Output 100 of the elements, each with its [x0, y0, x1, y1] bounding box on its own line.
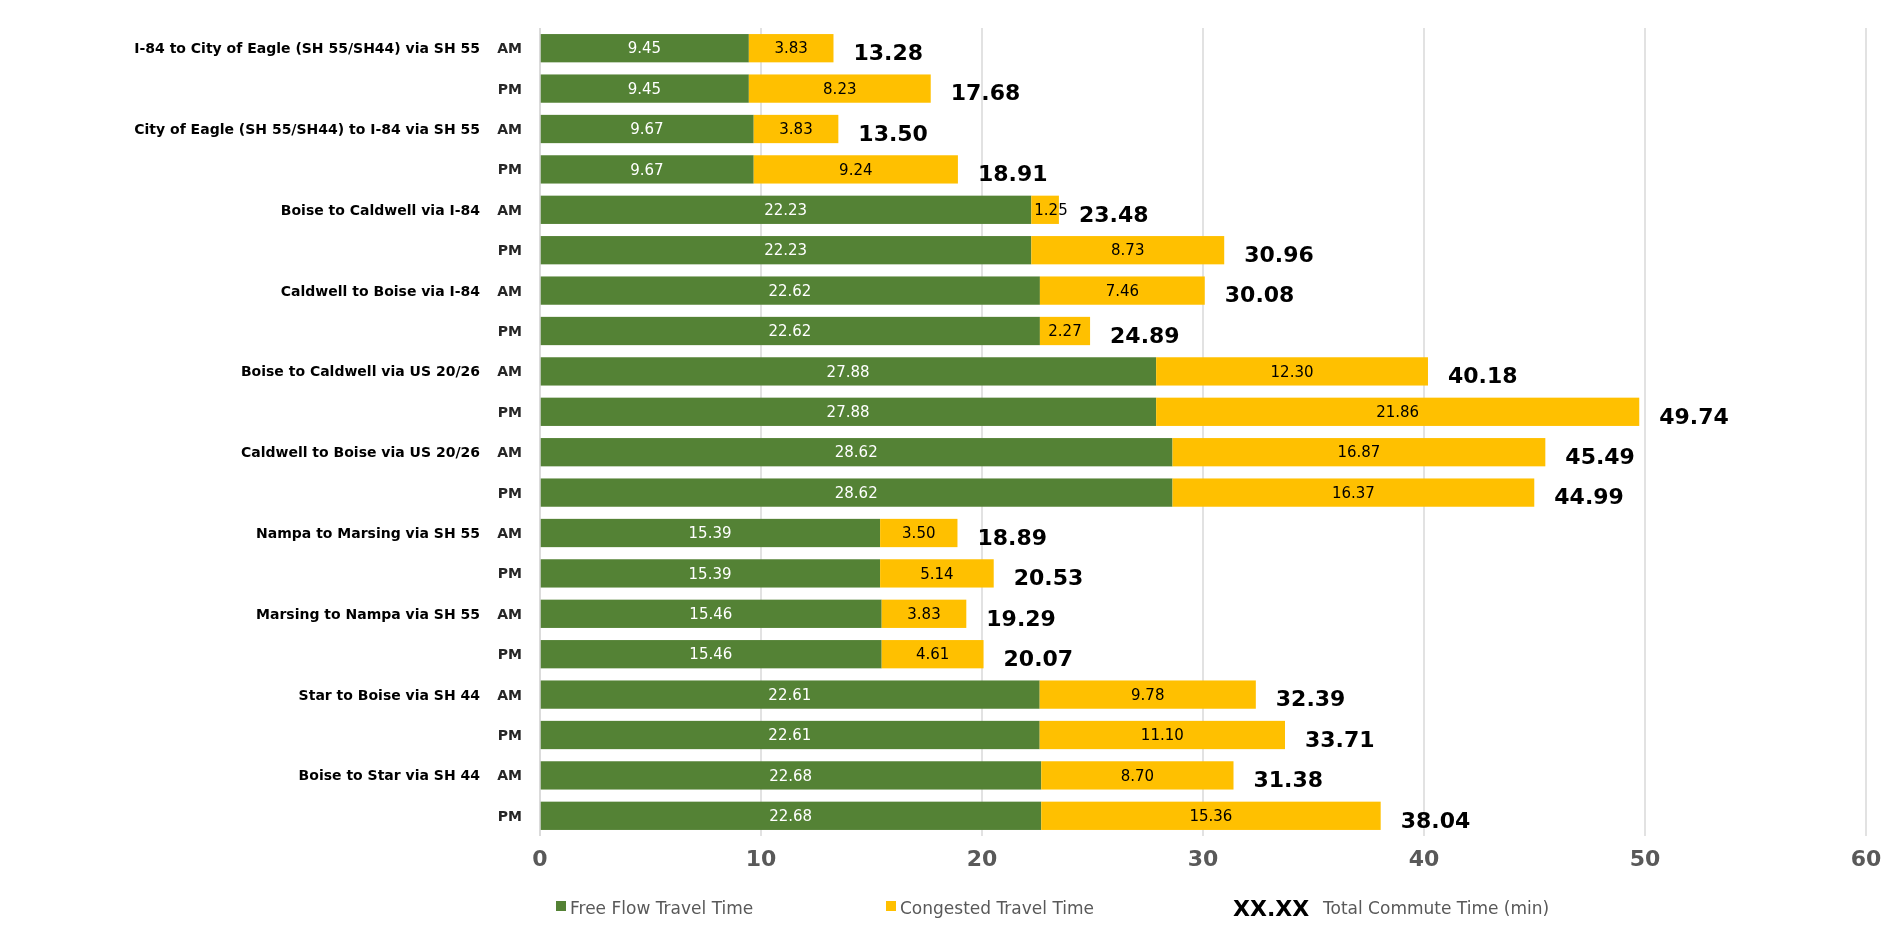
total-label: 38.04	[1400, 807, 1471, 833]
data-label: 28.62	[834, 483, 878, 502]
total-label: 45.49	[1565, 443, 1635, 469]
data-label: 28.62	[834, 443, 878, 462]
bar	[540, 114, 754, 144]
bar	[540, 276, 1040, 305]
bar	[540, 801, 1042, 830]
bar	[881, 599, 967, 628]
data-label: 22.62	[768, 322, 812, 341]
y-tick-label: PM	[497, 161, 522, 178]
data-label: 8.73	[1111, 241, 1145, 260]
data-label: 27.88	[826, 403, 870, 422]
data-label: 3.83	[774, 39, 808, 58]
x-tick-label: 0	[532, 846, 548, 871]
total-label: 20.53	[1013, 565, 1084, 591]
y-tick-label: AM	[497, 120, 522, 137]
bar	[540, 195, 1032, 224]
x-tick-label: 30	[1187, 846, 1219, 871]
x-tick-label: 50	[1629, 846, 1661, 871]
y-tick-label: AM	[497, 605, 522, 622]
bar	[748, 34, 834, 63]
y-tick-label: PM	[497, 322, 522, 339]
data-label: 2.27	[1048, 322, 1082, 341]
x-tick-label: 20	[966, 846, 998, 871]
x-tick-label: 40	[1408, 846, 1440, 871]
y-tick-label: AM	[497, 767, 522, 784]
bar	[1156, 397, 1640, 426]
data-label: 9.67	[630, 160, 664, 179]
legend-label: Congested Travel Time	[900, 897, 1095, 918]
data-label: 5.14	[920, 564, 954, 583]
data-label: 22.23	[764, 201, 808, 220]
total-label: 33.71	[1304, 726, 1375, 752]
bar	[540, 640, 882, 669]
bar	[1172, 438, 1546, 467]
bar	[753, 114, 839, 144]
bar	[1039, 276, 1205, 305]
bar	[540, 357, 1157, 386]
x-tick-label: 10	[745, 846, 777, 871]
data-label: 9.24	[839, 160, 873, 179]
bar	[1039, 680, 1256, 709]
y-tick-label: PM	[497, 565, 522, 582]
bar	[1172, 478, 1535, 507]
bar	[540, 236, 1032, 265]
total-label: 19.29	[986, 605, 1056, 631]
y-tick-label: PM	[497, 646, 522, 663]
y-tick-label: PM	[497, 484, 522, 501]
y-tick-label: PM	[497, 726, 522, 743]
total-label: 18.89	[977, 524, 1048, 550]
data-label: 22.61	[768, 726, 812, 745]
text: City of Eagle (SH 55/SH44) to I-84 via SH 55	[134, 120, 480, 137]
total-label: 18.91	[977, 161, 1048, 187]
data-label: 8.23	[823, 79, 857, 98]
data-label: 9.78	[1131, 685, 1165, 704]
bar	[540, 518, 881, 548]
text: XX.XX	[1233, 895, 1310, 921]
y-tick-label: AM	[497, 201, 522, 218]
bar	[1041, 801, 1381, 830]
text: Total Commute Time (min)	[1322, 897, 1550, 918]
bar	[540, 559, 881, 588]
data-label: 22.61	[768, 685, 812, 704]
bar	[1041, 761, 1234, 790]
data-label: 15.46	[689, 605, 733, 624]
y-tick-label: AM	[497, 40, 522, 57]
data-label: 22.23	[764, 241, 808, 260]
data-label: 16.87	[1337, 443, 1381, 462]
data-label: 8.70	[1120, 766, 1155, 785]
data-label: 3.50	[902, 524, 936, 543]
y-tick-label: PM	[497, 80, 522, 97]
bar	[540, 316, 1040, 346]
data-label: 22.62	[768, 281, 812, 300]
total-label: 20.07	[1003, 645, 1074, 671]
bar	[540, 34, 749, 63]
data-label: 22.68	[769, 766, 813, 785]
text: I-84 to City of Eagle (SH 55/SH44) via SH 55	[134, 40, 480, 57]
bar	[1039, 720, 1285, 750]
bar	[1031, 236, 1225, 265]
data-label: 16.37	[1331, 483, 1375, 502]
bar	[540, 599, 882, 628]
total-label: 30.08	[1224, 282, 1295, 308]
bar	[880, 518, 958, 548]
y-tick-label: AM	[497, 363, 522, 380]
data-label: 11.10	[1140, 726, 1184, 745]
bar	[881, 640, 984, 669]
data-label: 9.45	[627, 39, 662, 58]
data-label: 9.45	[627, 79, 662, 98]
data-label: 9.67	[630, 120, 664, 139]
bar	[540, 680, 1040, 709]
total-label: 13.28	[853, 39, 924, 65]
total-label: 24.89	[1110, 322, 1180, 348]
y-tick-label: PM	[497, 242, 522, 259]
bar	[753, 155, 958, 184]
text: Boise to Caldwell via I-84	[280, 201, 481, 218]
data-label: 7.46	[1105, 281, 1140, 300]
bar	[540, 761, 1042, 790]
total-label: 30.96	[1244, 241, 1314, 267]
data-label: 21.86	[1376, 403, 1420, 422]
data-label: 15.36	[1189, 807, 1233, 826]
total-label: 23.48	[1078, 201, 1149, 227]
bar	[540, 720, 1040, 750]
bar	[540, 155, 754, 184]
